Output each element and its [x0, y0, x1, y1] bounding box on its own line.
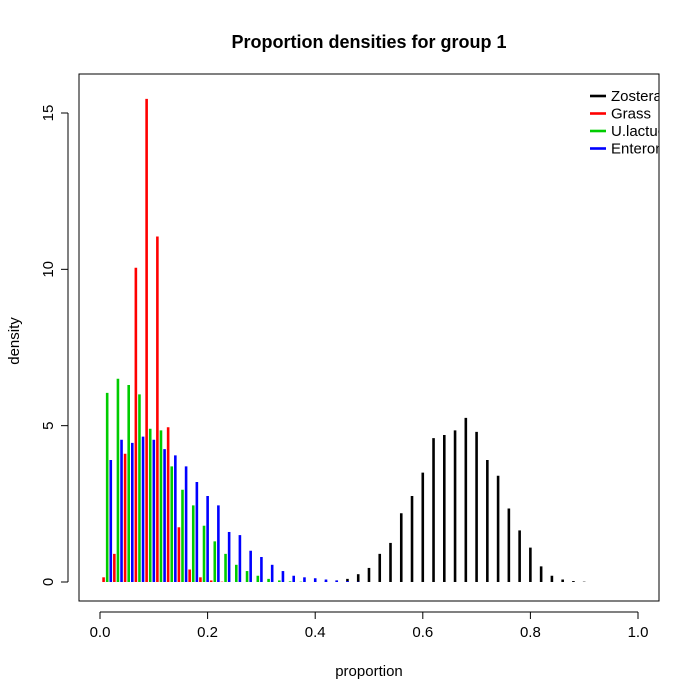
x-tick-label: 1.0: [628, 624, 649, 641]
x-tick-label: 0.0: [90, 624, 111, 641]
y-tick-label: 5: [40, 421, 57, 429]
legend-label: U.lactuca: [611, 123, 674, 140]
y-tick-label: 0: [40, 578, 57, 586]
bar-marks: [102, 98, 586, 582]
x-axis-label: proportion: [335, 663, 403, 680]
y-axis-label: density: [6, 317, 23, 365]
y-tick-label: 15: [40, 105, 57, 122]
legend-label: Zostera: [611, 88, 663, 105]
x-axis: 0.0 0.2 0.4 0.6 0.8 1.0: [90, 611, 649, 641]
chart-title: Proportion densities for group 1: [231, 32, 506, 52]
plot-area-frame: [78, 73, 660, 602]
x-tick-label: 0.2: [197, 624, 218, 641]
y-axis: 0 5 10 15: [40, 105, 69, 586]
legend-label: Enteromorpha: [611, 141, 700, 158]
x-tick-label: 0.4: [305, 624, 326, 641]
x-tick-label: 0.6: [412, 624, 433, 641]
legend-label: Grass: [611, 106, 651, 123]
y-tick-label: 10: [40, 261, 57, 278]
x-tick-label: 0.8: [520, 624, 541, 641]
